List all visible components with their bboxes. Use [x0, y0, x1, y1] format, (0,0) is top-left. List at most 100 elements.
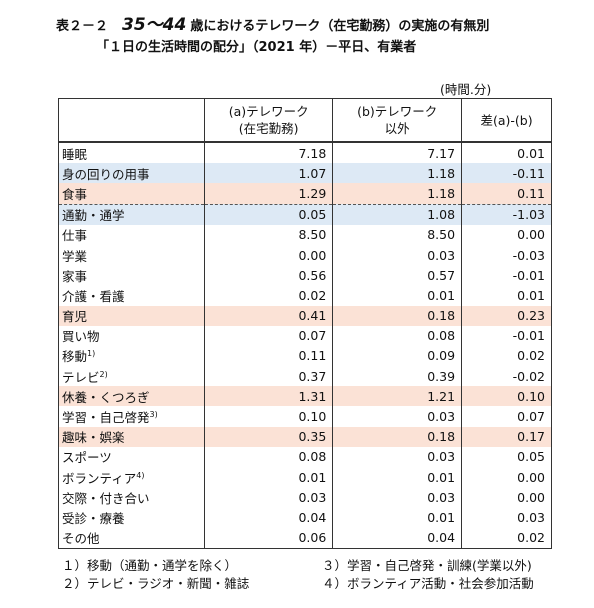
label-text: 介護・看護	[62, 288, 125, 304]
label-text: 食事	[62, 186, 88, 202]
row: 仕事 8.50 8.50 0.00	[57, 224, 552, 245]
value-cell: 0.06	[204, 527, 333, 549]
header-row: (a)テレワーク (在宅勤務) (b)テレワーク 以外 差(a)-(b)	[57, 98, 552, 143]
value-cell: 0.03	[332, 244, 462, 266]
value-cell: -0.03	[461, 244, 552, 266]
value-cell: 0.08	[204, 446, 333, 467]
row: 学習・自己啓発3) 0.10 0.03 0.07	[57, 406, 552, 427]
label-text: テレビ	[62, 369, 100, 385]
value-cell: 0.18	[332, 426, 462, 447]
row-label: ボランティア4)	[57, 467, 205, 488]
label-text: その他	[62, 531, 100, 547]
row-label: 身の回りの用事	[57, 163, 205, 184]
value-cell: 0.03	[204, 487, 333, 508]
row-label: その他	[57, 527, 205, 549]
value-cell: 0.00	[204, 244, 333, 266]
footnote: ４）ボランティア活動・社会参加活動	[322, 576, 534, 591]
value-cell: 0.04	[332, 527, 462, 549]
table-number: 表２－２	[56, 19, 109, 34]
value-cell: 1.31	[204, 386, 333, 407]
value-cell: 8.50	[332, 224, 462, 245]
row-label: 通勤・通学	[57, 203, 205, 225]
value-cell: 0.07	[204, 325, 333, 346]
row: 身の回りの用事 1.07 1.18 -0.11	[57, 163, 552, 184]
note-ref: 4)	[136, 470, 145, 480]
label-text: 受診・療養	[62, 510, 125, 526]
note-ref: 1)	[87, 349, 96, 359]
label-text: 通勤・通学	[62, 208, 125, 224]
row: 家事 0.56 0.57 -0.01	[57, 265, 552, 286]
row-label: 学業	[57, 244, 205, 266]
row: 育児 0.41 0.18 0.23	[57, 305, 552, 326]
value-cell: -0.11	[461, 163, 552, 184]
label-text: 休養・くつろぎ	[62, 389, 150, 405]
row: 受診・療養 0.04 0.01 0.03	[57, 507, 552, 528]
row-label: 食事	[57, 183, 205, 205]
header-cell: (b)テレワーク 以外	[332, 98, 462, 143]
value-cell: 0.56	[204, 265, 333, 286]
row: 移動1) 0.11 0.09 0.02	[57, 345, 552, 367]
row: ボランティア4) 0.01 0.01 0.00	[57, 467, 552, 488]
value-cell: 0.39	[332, 366, 462, 387]
row-label: スポーツ	[57, 446, 205, 467]
value-cell: 0.00	[461, 224, 552, 245]
row-label: 育児	[57, 305, 205, 326]
value-cell: 0.07	[461, 406, 552, 427]
label-text: 学業	[62, 248, 88, 264]
note-ref: 2)	[99, 369, 108, 379]
row: スポーツ 0.08 0.03 0.05	[57, 446, 552, 467]
row: 休養・くつろぎ 1.31 1.21 0.10	[57, 386, 552, 407]
value-cell: 0.01	[332, 507, 462, 528]
value-cell: 0.17	[461, 426, 552, 447]
value-cell: 0.00	[461, 487, 552, 508]
value-cell: 0.00	[461, 467, 552, 488]
label-text: 睡眠	[62, 146, 88, 162]
label-text: 家事	[62, 268, 88, 284]
value-cell: 0.11	[204, 345, 333, 367]
value-cell: 0.01	[204, 467, 333, 488]
row: 交際・付き合い 0.03 0.03 0.00	[57, 487, 552, 508]
footnote: ３）学習・自己啓発・訓練(学業以外)	[322, 558, 532, 573]
row: 学業 0.00 0.03 -0.03	[57, 244, 552, 266]
value-cell: 1.29	[204, 183, 333, 205]
label-text: スポーツ	[62, 450, 112, 466]
value-cell: 0.01	[332, 467, 462, 488]
value-cell: -0.02	[461, 366, 552, 387]
table: (a)テレワーク (在宅勤務) (b)テレワーク 以外 差(a)-(b) 睡眠 7.18 7.…	[57, 98, 552, 549]
row-label: 睡眠	[57, 142, 205, 164]
value-cell: 7.18	[204, 142, 333, 164]
value-cell: 0.11	[461, 183, 552, 205]
value-cell: 0.41	[204, 305, 333, 326]
value-cell: 0.02	[461, 527, 552, 549]
label-text: 育児	[62, 309, 88, 325]
row-label: 趣味・娯楽	[57, 426, 205, 447]
value-cell: 0.01	[332, 285, 462, 306]
header-text: (b)テレワーク	[357, 104, 438, 119]
value-cell: 1.18	[332, 163, 462, 184]
row: 介護・看護 0.02 0.01 0.01	[57, 285, 552, 306]
label-text: ボランティア	[62, 470, 137, 486]
row: 趣味・娯楽 0.35 0.18 0.17	[57, 426, 552, 447]
header-cell	[57, 98, 205, 143]
value-cell: 0.03	[332, 446, 462, 467]
label-text: 仕事	[62, 228, 88, 244]
row-label: 休養・くつろぎ	[57, 386, 205, 407]
value-cell: -1.03	[461, 203, 552, 225]
value-cell: 0.23	[461, 305, 552, 326]
subtitle: 「１日の生活時間の配分」（2021 年）－平日、有業者	[96, 40, 417, 55]
note-ref: 3)	[149, 409, 158, 419]
age-range: 35～44	[122, 15, 187, 35]
row-label: 家事	[57, 265, 205, 286]
label-text: 移動	[62, 349, 88, 365]
row: テレビ2) 0.37 0.39 -0.02	[57, 366, 552, 387]
row: 食事 1.29 1.18 0.11	[57, 183, 552, 205]
row-label: 交際・付き合い	[57, 487, 205, 508]
value-cell: 1.08	[332, 203, 462, 225]
row: 買い物 0.07 0.08 -0.01	[57, 325, 552, 346]
header-text: (a)テレワーク	[228, 104, 309, 119]
value-cell: 0.18	[332, 305, 462, 326]
value-cell: -0.01	[461, 265, 552, 286]
row-label: 介護・看護	[57, 285, 205, 306]
value-cell: 0.02	[461, 345, 552, 367]
